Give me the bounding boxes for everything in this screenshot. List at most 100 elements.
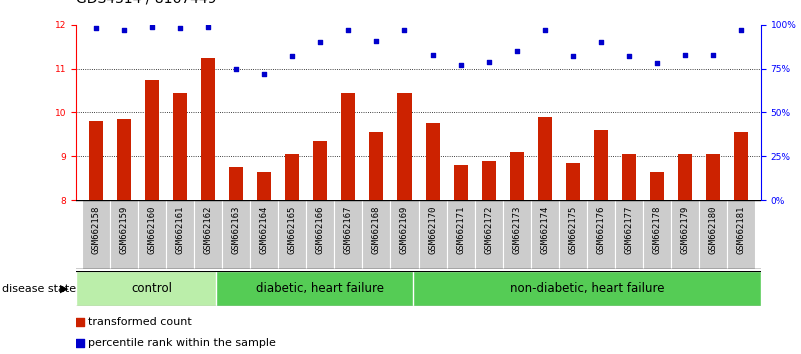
Bar xyxy=(390,200,418,269)
Bar xyxy=(615,200,643,269)
Text: GSM662172: GSM662172 xyxy=(484,206,493,254)
Bar xyxy=(341,93,356,200)
Text: GSM662160: GSM662160 xyxy=(147,206,156,254)
Bar xyxy=(110,200,138,269)
Bar xyxy=(285,154,300,200)
Text: GSM662158: GSM662158 xyxy=(91,206,100,254)
Point xyxy=(398,27,411,33)
Bar xyxy=(138,200,166,269)
Bar xyxy=(222,200,250,269)
Bar xyxy=(537,117,552,200)
Bar xyxy=(397,93,412,200)
Point xyxy=(230,66,243,72)
Text: GSM662163: GSM662163 xyxy=(231,206,240,254)
Point xyxy=(735,27,747,33)
Text: transformed count: transformed count xyxy=(88,316,192,327)
Text: GSM662159: GSM662159 xyxy=(119,206,128,254)
Bar xyxy=(481,161,496,200)
Text: GSM662175: GSM662175 xyxy=(569,206,578,254)
Bar xyxy=(699,200,727,269)
Text: GSM662180: GSM662180 xyxy=(709,206,718,254)
Bar xyxy=(250,200,278,269)
Text: GSM662181: GSM662181 xyxy=(737,206,746,254)
Point xyxy=(454,62,467,68)
Bar xyxy=(706,154,720,200)
Point xyxy=(258,71,271,77)
Bar xyxy=(117,119,131,200)
Bar xyxy=(566,163,580,200)
Text: GSM662166: GSM662166 xyxy=(316,206,324,254)
Bar xyxy=(503,200,531,269)
Point xyxy=(443,50,456,56)
Bar xyxy=(334,200,362,269)
Point xyxy=(286,53,299,59)
Text: GSM662177: GSM662177 xyxy=(625,206,634,254)
Bar xyxy=(587,200,615,269)
Point xyxy=(314,40,327,45)
Text: GSM662171: GSM662171 xyxy=(456,206,465,254)
Bar xyxy=(257,172,272,200)
Point xyxy=(174,25,187,31)
Bar xyxy=(194,200,222,269)
Text: GSM662173: GSM662173 xyxy=(513,206,521,254)
Point xyxy=(426,52,439,57)
Point xyxy=(146,24,159,29)
Text: GSM662168: GSM662168 xyxy=(372,206,381,254)
Text: GSM662161: GSM662161 xyxy=(175,206,184,254)
Point xyxy=(622,53,635,59)
Text: GDS4314 / 8167449: GDS4314 / 8167449 xyxy=(76,0,216,5)
Text: GSM662179: GSM662179 xyxy=(681,206,690,254)
Point xyxy=(706,52,719,57)
Bar xyxy=(306,200,334,269)
Bar xyxy=(76,271,227,306)
Text: diabetic, heart failure: diabetic, heart failure xyxy=(256,282,384,295)
Bar xyxy=(735,132,748,200)
Bar xyxy=(89,121,103,200)
Bar xyxy=(369,132,384,200)
Bar xyxy=(509,152,524,200)
Bar xyxy=(201,58,215,200)
Bar xyxy=(650,172,664,200)
Text: GSM662174: GSM662174 xyxy=(541,206,549,254)
Point xyxy=(566,53,579,59)
Bar xyxy=(145,80,159,200)
Text: GSM662178: GSM662178 xyxy=(653,206,662,254)
Bar xyxy=(82,200,110,269)
Text: GSM662165: GSM662165 xyxy=(288,206,296,254)
Text: GSM662169: GSM662169 xyxy=(400,206,409,254)
Text: ▶: ▶ xyxy=(59,284,68,293)
Point xyxy=(482,59,495,64)
Text: control: control xyxy=(131,282,172,295)
Bar xyxy=(173,93,187,200)
Bar xyxy=(671,200,699,269)
Bar xyxy=(559,200,587,269)
Point xyxy=(678,52,691,57)
Point xyxy=(510,48,523,54)
Text: GSM662162: GSM662162 xyxy=(203,206,212,254)
Point xyxy=(370,38,383,44)
Bar xyxy=(166,200,194,269)
Bar xyxy=(278,200,306,269)
Bar xyxy=(425,123,440,200)
Bar xyxy=(678,154,692,200)
Text: non-diabetic, heart failure: non-diabetic, heart failure xyxy=(509,282,664,295)
Bar xyxy=(622,154,636,200)
Bar xyxy=(727,200,755,269)
Bar xyxy=(413,271,761,306)
Bar xyxy=(453,165,468,200)
Text: GSM662164: GSM662164 xyxy=(260,206,268,254)
Bar xyxy=(531,200,559,269)
Bar xyxy=(313,141,328,200)
Text: GSM662170: GSM662170 xyxy=(428,206,437,254)
Point xyxy=(650,61,663,66)
Bar xyxy=(447,200,475,269)
Bar xyxy=(229,167,243,200)
Point xyxy=(202,24,215,29)
Point xyxy=(594,40,607,45)
Point xyxy=(342,27,355,33)
Text: percentile rank within the sample: percentile rank within the sample xyxy=(88,338,276,348)
Bar xyxy=(216,271,425,306)
Point xyxy=(118,27,131,33)
Bar xyxy=(418,200,447,269)
Point xyxy=(443,243,456,249)
